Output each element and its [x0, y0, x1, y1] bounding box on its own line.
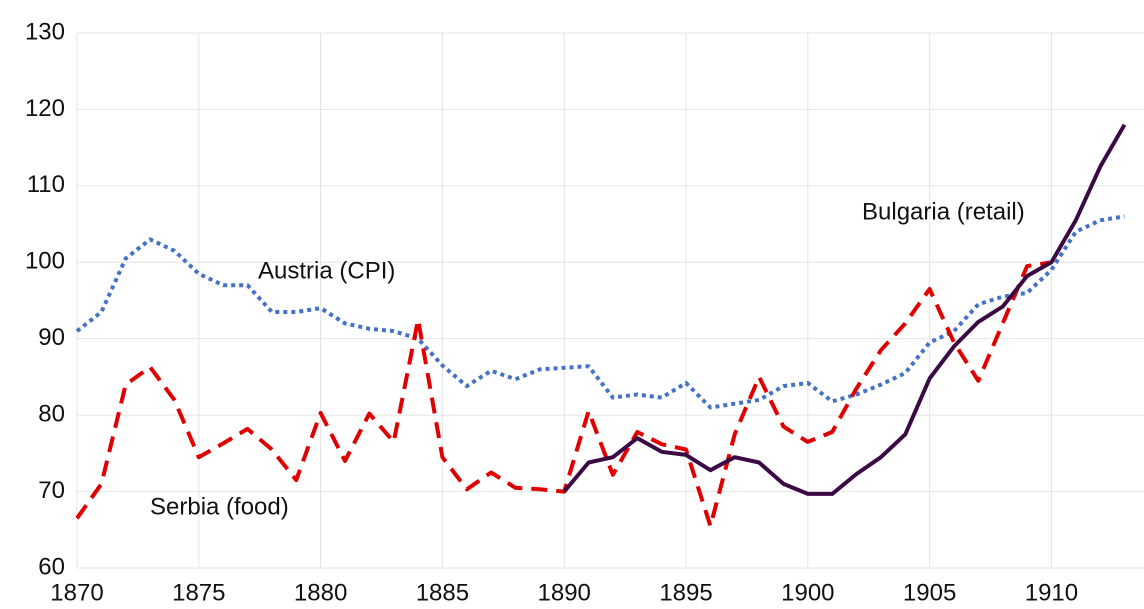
y-tick-label: 80 — [38, 400, 65, 427]
y-tick-label: 60 — [38, 553, 65, 580]
x-tick-label: 1875 — [172, 579, 225, 606]
y-tick-label: 100 — [25, 248, 65, 275]
x-tick-label: 1880 — [294, 579, 347, 606]
series-line — [562, 123, 1127, 496]
y-tick-label: 130 — [25, 18, 65, 45]
x-tick-label: 1890 — [538, 579, 591, 606]
y-tick-label: 70 — [38, 477, 65, 504]
x-tick-label: 1885 — [416, 579, 469, 606]
y-tick-label: 90 — [38, 324, 65, 351]
series-label: Bulgaria (retail) — [862, 198, 1025, 225]
x-tick-label: 1895 — [659, 579, 712, 606]
x-tick-label: 1870 — [50, 579, 103, 606]
y-tick-label: 110 — [27, 171, 65, 198]
series-label: Serbia (food) — [150, 493, 289, 520]
y-tick-label: 120 — [25, 95, 65, 122]
series-line — [75, 214, 1125, 410]
x-tick-label: 1900 — [781, 579, 834, 606]
series-label: Austria (CPI) — [258, 257, 395, 284]
x-tick-label: 1910 — [1025, 579, 1078, 606]
x-tick-label: 1905 — [903, 579, 956, 606]
